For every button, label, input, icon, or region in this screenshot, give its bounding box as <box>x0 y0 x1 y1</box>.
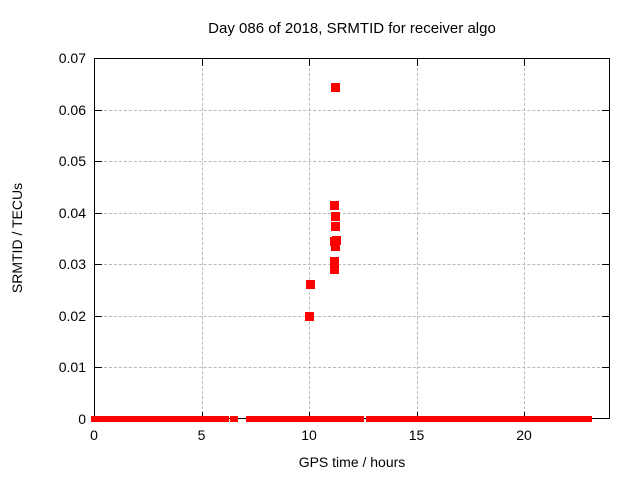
x-tick-top <box>309 59 310 66</box>
y-tick-right <box>602 315 609 317</box>
zero-line-segment <box>178 416 193 422</box>
x-tick-label: 10 <box>301 427 317 443</box>
zero-line-segment <box>210 416 222 422</box>
y-gridline <box>94 212 610 214</box>
y-tick-label: 0.01 <box>58 359 86 376</box>
y-tick-right <box>602 212 609 214</box>
plot-frame <box>94 58 610 419</box>
x-tick-label: 20 <box>516 427 532 443</box>
y-tick-left <box>95 367 102 369</box>
y-axis-label: SRMTID / TECUs <box>9 182 25 294</box>
y-tick-left <box>95 264 102 266</box>
zero-line-segment <box>541 416 593 422</box>
y-tick-label: 0.06 <box>58 101 86 118</box>
zero-line-segment <box>431 416 461 422</box>
y-tick-label: 0 <box>78 411 86 427</box>
data-point-marker <box>332 236 342 246</box>
zero-line-segment <box>129 416 173 422</box>
zero-line-segment <box>103 416 120 422</box>
x-tick-label: 15 <box>408 427 425 443</box>
y-gridline <box>94 161 610 163</box>
y-tick-right <box>602 367 609 369</box>
y-tick-right <box>602 161 609 163</box>
x-tick-top <box>201 59 203 66</box>
zero-line-segment <box>167 416 183 422</box>
x-tick-bottom <box>524 412 525 419</box>
x-gridline <box>524 58 525 419</box>
y-tick-label: 0.03 <box>58 256 86 273</box>
data-point-marker <box>304 311 314 321</box>
data-point-marker <box>331 212 341 222</box>
zero-line-segment <box>342 416 364 422</box>
y-tick-left <box>95 109 102 111</box>
y-tick-right <box>602 264 609 266</box>
y-gridline <box>94 264 610 266</box>
y-gridline <box>94 367 610 369</box>
data-point-marker <box>305 280 315 290</box>
data-point-marker <box>330 256 340 266</box>
zero-line-segment <box>366 416 396 422</box>
y-tick-left <box>95 161 102 163</box>
y-tick-label: 0.04 <box>58 204 86 221</box>
y-tick-left <box>95 315 102 317</box>
zero-line-segment <box>526 416 546 422</box>
x-tick-top <box>416 59 418 66</box>
x-tick-top <box>524 59 525 66</box>
y-tick-label: 0.07 <box>58 50 86 66</box>
data-point-marker <box>330 200 340 210</box>
zero-line-segment <box>303 416 317 422</box>
x-gridline <box>416 58 418 419</box>
zero-line-segment <box>187 416 216 422</box>
y-tick-right <box>602 109 609 111</box>
zero-line-segment <box>114 416 133 422</box>
y-tick-left <box>95 212 102 214</box>
x-tick-bottom <box>201 412 203 419</box>
data-point-marker <box>330 265 340 275</box>
x-tick-bottom <box>416 412 418 419</box>
zero-line-segment <box>511 416 531 422</box>
x-gridline <box>201 58 203 419</box>
zero-line-segment <box>95 416 109 422</box>
zero-line-segment <box>324 416 347 422</box>
zero-line-segment <box>245 416 309 422</box>
zero-line-segment <box>392 416 408 422</box>
x-tick-bottom <box>309 412 310 419</box>
zero-line-segment <box>403 416 436 422</box>
x-tick-label: 5 <box>197 427 206 443</box>
y-tick-label: 0.05 <box>58 153 86 170</box>
y-tick-label: 0.02 <box>58 307 86 324</box>
x-tick-label: 0 <box>90 427 98 443</box>
data-point-marker <box>331 83 341 93</box>
data-point-marker <box>331 242 341 252</box>
y-gridline <box>94 109 610 111</box>
zero-line-segment <box>229 416 238 422</box>
chart-title: Day 086 of 2018, SRMTID for receiver alg… <box>208 20 496 37</box>
x-axis-label: GPS time / hours <box>298 454 406 470</box>
zero-line-segment <box>312 416 324 422</box>
zero-line-segment <box>455 416 516 422</box>
zero-line-segment <box>220 416 230 422</box>
x-gridline <box>309 58 310 419</box>
y-gridline <box>94 315 610 317</box>
data-point-marker <box>331 222 341 232</box>
